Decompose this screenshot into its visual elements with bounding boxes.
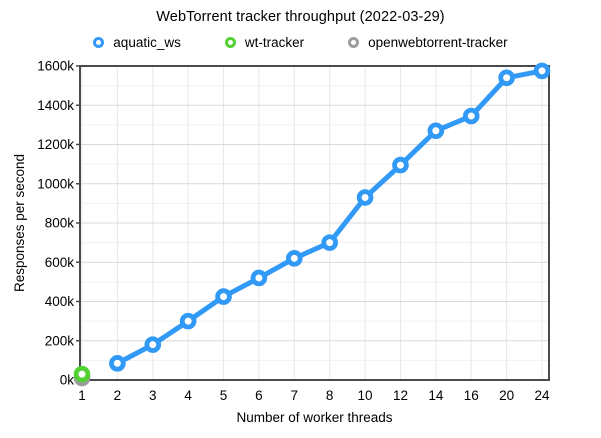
data-point-aquatic_ws [498, 69, 515, 87]
data-point-aquatic_ws [427, 122, 445, 140]
x-tick-label: 20 [499, 388, 514, 403]
data-point-aquatic_ws [109, 355, 126, 372]
data-point-aquatic_ws [533, 62, 551, 80]
y-tick-label: 1400k [37, 98, 74, 113]
y-tick-label: 200k [45, 333, 75, 348]
data-point-aquatic_ws [250, 269, 268, 287]
y-tick-label: 0k [60, 373, 75, 388]
legend-label: openwebtorrent-tracker [368, 35, 508, 50]
x-axis-title: Number of worker threads [236, 410, 393, 425]
legend-marker-openwebtorrent-tracker-icon [348, 37, 360, 48]
x-tick-label: 4 [184, 388, 192, 403]
legend-item-openwebtorrent-tracker: openwebtorrent-tracker [348, 35, 508, 50]
y-tick-label: 400k [45, 294, 75, 309]
x-tick-label: 14 [428, 388, 444, 403]
data-point-aquatic_ws [462, 107, 480, 125]
y-tick-label: 600k [45, 255, 75, 270]
data-point-wt-tracker [73, 365, 91, 383]
data-point-aquatic_ws [392, 156, 409, 174]
x-tick-label: 16 [464, 388, 479, 403]
data-point-aquatic_ws [356, 189, 374, 206]
x-tick-label: 1 [78, 388, 86, 403]
x-tick-label: 5 [220, 388, 228, 403]
legend-item-wt-tracker: wt-tracker [224, 35, 305, 50]
data-point-aquatic_ws [321, 234, 338, 251]
x-tick-label: 7 [291, 388, 299, 403]
data-point-aquatic_ws [215, 288, 232, 305]
y-tick-label: 800k [45, 216, 75, 231]
data-point-aquatic_ws [144, 336, 162, 353]
data-point-aquatic_ws [286, 250, 303, 267]
x-tick-label: 8 [326, 388, 334, 403]
legend-marker-aquatic-ws-icon [93, 37, 105, 48]
x-tick-label: 10 [358, 388, 373, 403]
x-tick-label: 2 [114, 388, 122, 403]
x-tick-label: 12 [393, 388, 408, 403]
legend-item-aquatic-ws: aquatic_ws [93, 35, 181, 50]
y-tick-label: 1000k [37, 176, 74, 191]
legend: aquatic_ws wt-tracker openwebtorrent-tra… [0, 35, 601, 50]
x-tick-label: 24 [534, 388, 550, 403]
x-tick-label: 3 [149, 388, 157, 403]
chart-title: WebTorrent tracker throughput (2022-03-2… [156, 9, 445, 25]
legend-label: wt-tracker [244, 35, 305, 50]
legend-marker-wt-tracker-icon [224, 37, 236, 48]
y-tick-label: 1600k [37, 59, 74, 74]
data-point-aquatic_ws [179, 312, 197, 330]
x-tick-label: 6 [255, 388, 263, 403]
y-tick-label: 1200k [37, 137, 74, 152]
legend-label: aquatic_ws [113, 35, 181, 50]
